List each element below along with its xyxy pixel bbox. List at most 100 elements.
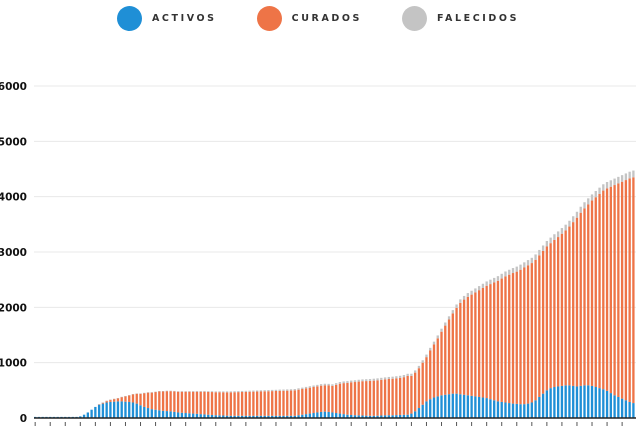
bar-curados	[195, 391, 199, 414]
bar-curados	[568, 226, 571, 386]
bar-falecidos	[297, 388, 300, 390]
bar-activos	[568, 385, 571, 418]
bar-curados	[323, 385, 327, 412]
bar-falecidos	[395, 376, 398, 379]
bar-activos	[169, 411, 172, 418]
bar-curados	[244, 391, 248, 416]
bar-curados	[255, 391, 259, 416]
bar-curados	[432, 344, 436, 398]
bar-curados	[466, 296, 470, 396]
bar-curados	[493, 282, 496, 401]
bar-curados	[519, 269, 522, 405]
bar-activos	[380, 415, 383, 418]
bar-activos	[237, 415, 240, 418]
bar-curados	[101, 402, 105, 404]
bar-falecidos	[432, 341, 436, 345]
bar-activos	[485, 398, 488, 418]
bar-activos	[425, 401, 428, 418]
bar-activos	[609, 393, 612, 418]
bar-curados	[131, 394, 135, 403]
bar-activos	[613, 395, 616, 418]
bar-falecidos	[131, 393, 135, 395]
bar-curados	[116, 398, 120, 402]
bar-falecidos	[357, 379, 360, 382]
bar-curados	[259, 391, 263, 416]
bar-falecidos	[180, 391, 184, 392]
bar-curados	[252, 391, 255, 416]
bar-activos	[440, 395, 443, 418]
bar-curados	[474, 292, 477, 397]
legend-item-activos: ACTIVOS	[116, 5, 217, 31]
bar-falecidos	[549, 237, 552, 244]
bar-curados	[372, 380, 375, 416]
bar-activos	[357, 415, 360, 418]
bar-falecidos	[161, 391, 165, 392]
bar-falecidos	[470, 290, 473, 295]
bar-activos	[331, 412, 334, 418]
bar-curados	[470, 294, 473, 396]
bar-falecidos	[192, 391, 195, 392]
bar-falecidos	[289, 389, 293, 391]
bar-curados	[229, 392, 232, 416]
bar-activos	[466, 395, 470, 418]
bar-curados	[605, 188, 609, 391]
bar-curados	[113, 398, 116, 402]
bar-falecidos	[316, 384, 319, 387]
bar-activos	[602, 389, 605, 418]
y-tick-label: 3000	[0, 247, 27, 259]
bar-curados	[440, 331, 443, 396]
bar-curados	[391, 378, 394, 416]
bar-curados	[617, 183, 620, 397]
bar-activos	[79, 416, 82, 418]
bar-curados	[165, 391, 169, 412]
bar-curados	[154, 391, 157, 410]
bar-falecidos	[553, 234, 556, 240]
bar-falecidos	[466, 293, 470, 297]
bar-curados	[526, 265, 530, 404]
bar-activos	[519, 404, 522, 418]
y-tick-label: 2000	[0, 302, 27, 314]
bar-activos	[199, 414, 202, 418]
bar-activos	[594, 387, 597, 418]
bar-activos	[632, 403, 635, 418]
bar-activos	[327, 411, 330, 418]
y-tick-label: 4000	[0, 192, 27, 204]
bar-falecidos	[572, 216, 575, 223]
bar-falecidos	[195, 391, 199, 392]
bar-curados	[109, 399, 112, 402]
bar-falecidos	[97, 404, 101, 405]
bar-activos	[146, 408, 150, 418]
bar-activos	[222, 415, 225, 418]
bar-curados	[489, 284, 492, 400]
bar-activos	[556, 386, 560, 418]
bar-falecidos	[286, 389, 289, 391]
bar-curados	[447, 319, 451, 395]
bar-curados	[406, 375, 409, 415]
bar-falecidos	[398, 375, 402, 378]
bar-falecidos	[594, 191, 597, 198]
bar-curados	[477, 290, 481, 397]
bar-curados	[293, 390, 296, 416]
legend-label-activos: ACTIVOS	[151, 12, 217, 24]
bar-falecidos	[139, 393, 142, 394]
legend-item-curados: CURADOS	[256, 5, 362, 31]
bar-activos	[560, 385, 564, 418]
bar-activos	[259, 415, 263, 418]
bar-activos	[496, 401, 500, 418]
bar-curados	[632, 177, 635, 404]
bar-curados	[436, 338, 439, 397]
bar-activos	[150, 409, 153, 418]
bar-curados	[628, 178, 631, 402]
bar-falecidos	[312, 385, 315, 388]
bar-curados	[575, 217, 579, 387]
bar-activos	[515, 403, 518, 418]
bar-falecidos	[304, 386, 308, 389]
bar-curados	[240, 391, 244, 416]
bar-activos	[387, 415, 391, 418]
bar-activos	[624, 400, 628, 418]
bar-curados	[560, 233, 564, 386]
bar-activos	[252, 415, 255, 418]
bar-curados	[538, 255, 541, 397]
bar-falecidos	[342, 381, 345, 384]
bar-curados	[508, 274, 511, 404]
